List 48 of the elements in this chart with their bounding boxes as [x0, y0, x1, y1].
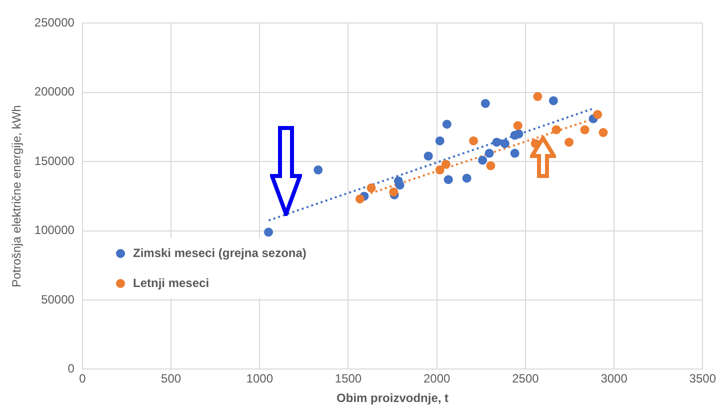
x-tick-label: 0: [79, 372, 86, 386]
point: [424, 152, 433, 161]
point: [500, 139, 510, 148]
point: [480, 98, 490, 108]
x-tick-label: 2500: [512, 372, 540, 386]
point: [264, 228, 274, 237]
point: [486, 161, 496, 170]
point: [435, 165, 444, 174]
x-tick-label: 500: [161, 372, 182, 386]
point: [514, 129, 524, 138]
y-tick-label: 0: [68, 362, 75, 376]
point: [593, 110, 602, 120]
point: [444, 175, 453, 184]
point: [389, 188, 398, 197]
y-axis-title: Potrošnja električne energije, kWh: [10, 105, 24, 288]
point: [564, 138, 574, 147]
y-tick-label: 250000: [34, 16, 75, 30]
legend-label: Letnji meseci: [133, 276, 210, 290]
point: [513, 121, 522, 130]
point: [462, 174, 472, 183]
point: [552, 125, 561, 134]
point: [548, 96, 558, 106]
point: [469, 136, 478, 146]
x-tick-label: 3000: [600, 372, 628, 386]
point: [533, 92, 542, 102]
x-tick-label: 1000: [246, 372, 274, 386]
point: [395, 180, 404, 190]
point: [484, 148, 494, 158]
x-tick-label: 1500: [334, 372, 362, 386]
point: [598, 128, 608, 138]
y-tick-label: 200000: [34, 84, 75, 99]
y-tick-label: 150000: [34, 154, 75, 168]
y-tick-label: 50000: [41, 292, 75, 306]
x-tick-label: 3500: [689, 372, 716, 386]
point: [435, 136, 444, 146]
x-tick-label: 2000: [423, 372, 451, 386]
x-axis-title: Obim proizvodnje, t: [336, 391, 449, 406]
point: [492, 138, 502, 147]
point: [580, 125, 590, 134]
point: [366, 183, 376, 192]
point: [441, 160, 450, 169]
point: [314, 165, 323, 174]
point: [478, 156, 488, 165]
point: [355, 194, 364, 204]
legend-label: Zimski meseci (grejna sezona): [133, 246, 306, 260]
point: [442, 120, 452, 129]
point: [510, 148, 520, 158]
y-tick-label: 100000: [34, 223, 75, 238]
